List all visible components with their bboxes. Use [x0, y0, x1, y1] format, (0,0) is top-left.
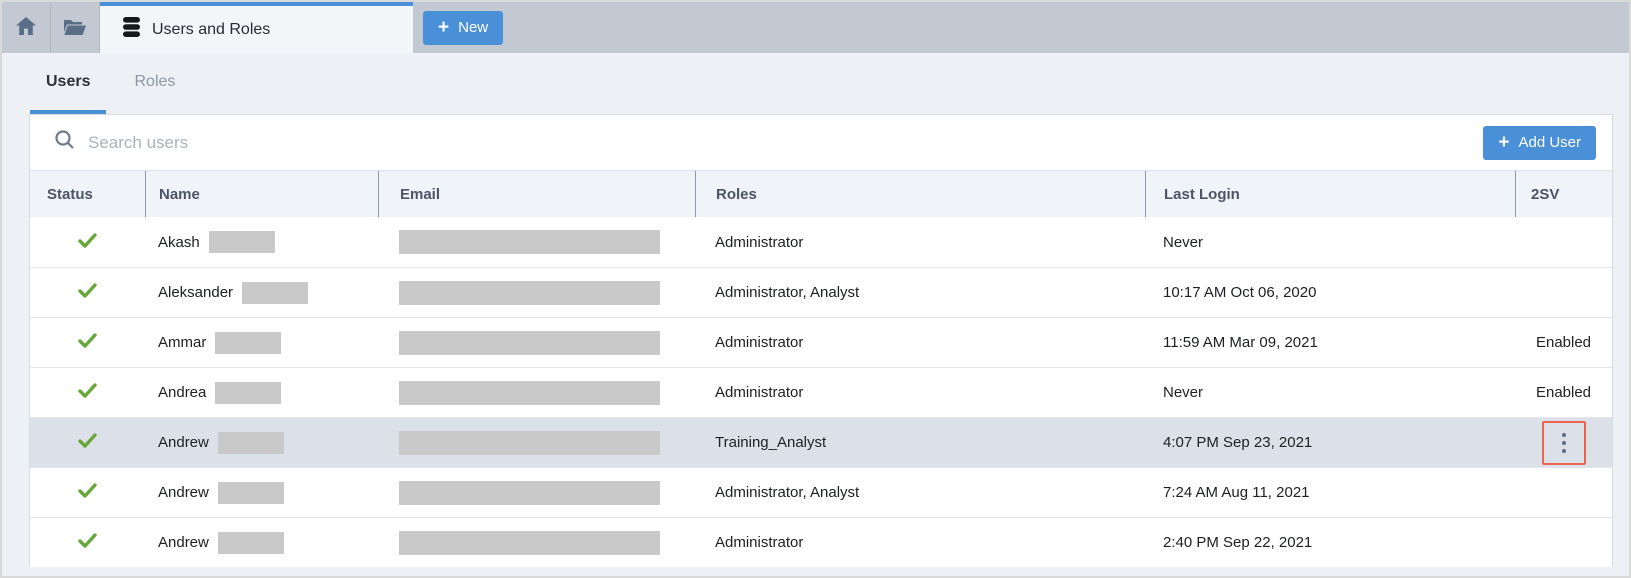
- redacted-email: [399, 380, 660, 405]
- user-last-login: Never: [1163, 233, 1204, 251]
- redacted-email: [399, 230, 660, 254]
- kebab-icon: [1561, 432, 1566, 453]
- tab-users-and-roles[interactable]: Users and Roles: [100, 2, 413, 53]
- user-first-name: Andrew: [158, 534, 209, 551]
- status-check-icon: [78, 483, 97, 502]
- user-last-login: 7:24 AM Aug 11, 2021: [1163, 484, 1310, 501]
- user-roles: Administrator: [715, 384, 804, 401]
- status-check-icon: [78, 383, 97, 402]
- user-first-name: Ammar: [158, 334, 207, 351]
- status-check-icon: [78, 333, 97, 352]
- column-header-status: Status: [47, 185, 93, 203]
- column-header-roles: Roles: [695, 171, 1145, 217]
- user-last-login: 2:40 PM Sep 22, 2021: [1163, 534, 1313, 551]
- search-bar: + Add User: [30, 115, 1612, 171]
- redacted-email: [399, 480, 660, 505]
- tab-label: Users and Roles: [152, 20, 271, 38]
- new-button[interactable]: + New: [423, 10, 504, 45]
- table-row[interactable]: Andrea Administrator Never Enabled: [30, 367, 1612, 417]
- user-roles: Administrator, Analyst: [715, 284, 860, 301]
- user-last-login: 4:07 PM Sep 23, 2021: [1163, 434, 1313, 451]
- tab-roles[interactable]: Roles: [134, 72, 176, 90]
- add-user-label: Add User: [1518, 134, 1581, 151]
- plus-icon: +: [438, 17, 450, 38]
- user-last-login: Never: [1163, 384, 1204, 401]
- status-check-icon: [78, 232, 97, 252]
- user-first-name: Andrew: [158, 484, 209, 501]
- users-panel: + Add User Status Name Email Roles Last …: [29, 114, 1613, 567]
- database-icon: [122, 16, 141, 43]
- status-check-icon: [78, 283, 97, 302]
- row-actions-kebab-button[interactable]: [1541, 420, 1586, 465]
- table-row[interactable]: Andrew Training_Analyst 4:07 PM Sep 23, …: [30, 417, 1612, 467]
- user-last-login: 11:59 AM Mar 09, 2021: [1163, 334, 1318, 351]
- column-header-last-login: Last Login: [1145, 171, 1515, 217]
- tab-users[interactable]: Users: [30, 53, 107, 114]
- twosv-status: Enabled: [1535, 384, 1592, 401]
- user-roles: Administrator: [715, 233, 804, 251]
- tab-bar: Users and Roles + New: [2, 2, 1629, 53]
- redacted-email: [399, 430, 660, 455]
- user-roles: Administrator, Analyst: [715, 484, 860, 501]
- table-row[interactable]: Andrew Administrator, Analyst 7:24 AM Au…: [30, 467, 1612, 517]
- home-button[interactable]: [2, 2, 51, 53]
- user-roles: Administrator: [715, 534, 804, 551]
- view-tabs: Users Roles: [2, 53, 1629, 114]
- table-row[interactable]: Ammar Administrator 11:59 AM Mar 09, 202…: [30, 317, 1612, 367]
- table-row[interactable]: Andrew Administrator 2:40 PM Sep 22, 202…: [30, 517, 1612, 567]
- user-first-name: Andrea: [158, 384, 207, 401]
- folder-button[interactable]: [51, 2, 100, 53]
- new-button-label: New: [458, 19, 489, 36]
- plus-icon: +: [1498, 132, 1510, 153]
- table-row[interactable]: Akash Administrator Never: [30, 217, 1612, 267]
- user-roles: Training_Analyst: [715, 434, 827, 451]
- search-input[interactable]: [88, 132, 1484, 153]
- column-header-email: Email: [378, 171, 695, 217]
- table-body: Akash Administrator Never Aleksander Adm…: [30, 217, 1612, 567]
- redacted-last-name: [242, 281, 309, 304]
- redacted-last-name: [217, 481, 284, 504]
- column-header-2sv: 2SV: [1515, 171, 1612, 217]
- table-header: Status Name Email Roles Last Login 2SV: [30, 171, 1612, 217]
- redacted-last-name: [215, 331, 282, 354]
- add-user-button[interactable]: + Add User: [1483, 125, 1596, 160]
- redacted-last-name: [208, 231, 275, 253]
- search-icon: [54, 129, 76, 156]
- redacted-email: [399, 330, 660, 355]
- twosv-status: Enabled: [1535, 334, 1592, 351]
- redacted-email: [399, 280, 660, 305]
- user-first-name: Akash: [158, 233, 200, 251]
- redacted-last-name: [215, 381, 282, 404]
- user-first-name: Andrew: [158, 434, 209, 451]
- user-last-login: 10:17 AM Oct 06, 2020: [1163, 284, 1317, 301]
- folder-icon: [64, 18, 86, 38]
- redacted-last-name: [217, 431, 284, 454]
- redacted-email: [399, 530, 660, 555]
- home-icon: [16, 17, 36, 38]
- user-first-name: Aleksander: [158, 284, 234, 301]
- status-check-icon: [78, 533, 97, 552]
- status-check-icon: [78, 433, 97, 452]
- table-row[interactable]: Aleksander Administrator, Analyst 10:17 …: [30, 267, 1612, 317]
- redacted-last-name: [217, 531, 284, 554]
- user-roles: Administrator: [715, 334, 804, 351]
- column-header-name: Name: [145, 171, 378, 217]
